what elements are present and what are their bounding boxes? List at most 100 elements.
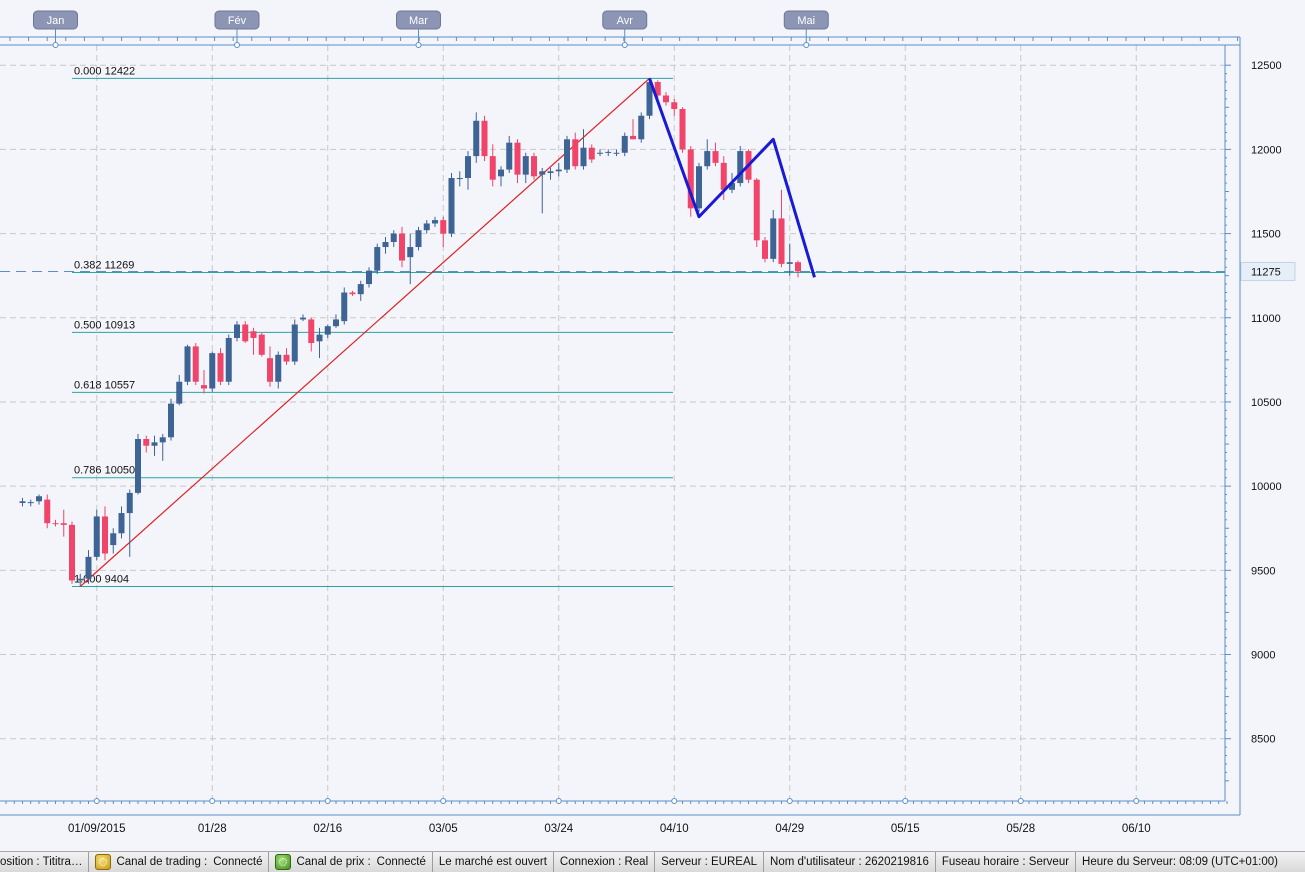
- candle-bearish[interactable]: [481, 115, 488, 162]
- candle-bearish[interactable]: [267, 346, 273, 387]
- candle-bullish[interactable]: [324, 324, 331, 338]
- candle-bearish[interactable]: [588, 144, 595, 163]
- candle-bullish[interactable]: [638, 112, 645, 143]
- candle-bullish[interactable]: [27, 499, 34, 507]
- candle-bullish[interactable]: [580, 129, 587, 170]
- candle-bullish[interactable]: [498, 166, 504, 187]
- candle-bearish[interactable]: [753, 178, 760, 248]
- price-channel-status[interactable]: Canal de prix : Connecté: [269, 852, 433, 872]
- candle-bullish[interactable]: [564, 135, 570, 173]
- candle-bullish[interactable]: [737, 146, 744, 187]
- candle-bearish[interactable]: [242, 321, 249, 344]
- candle-bullish[interactable]: [786, 243, 793, 276]
- candle-bearish[interactable]: [531, 152, 537, 180]
- candle-bullish[interactable]: [77, 573, 84, 587]
- candle-bearish[interactable]: [250, 327, 257, 355]
- candle-bearish[interactable]: [663, 92, 669, 106]
- candle-bearish[interactable]: [778, 189, 785, 268]
- candle-bullish[interactable]: [770, 210, 777, 263]
- candle-bullish[interactable]: [118, 506, 125, 539]
- candle-bullish[interactable]: [275, 351, 282, 389]
- candle-bullish[interactable]: [366, 267, 372, 288]
- candle-bearish[interactable]: [258, 332, 265, 357]
- candle-bullish[interactable]: [522, 152, 529, 184]
- candle-bullish[interactable]: [605, 149, 612, 157]
- candle-bullish[interactable]: [506, 135, 513, 173]
- candle-bearish[interactable]: [69, 521, 75, 584]
- candle-bearish[interactable]: [630, 119, 636, 140]
- candle-bullish[interactable]: [407, 233, 414, 285]
- candle-bearish[interactable]: [572, 132, 579, 170]
- candle-bullish[interactable]: [135, 433, 141, 495]
- candle-bullish[interactable]: [151, 435, 158, 456]
- candle-bearish[interactable]: [192, 343, 199, 386]
- candle-bullish[interactable]: [456, 171, 463, 187]
- zigzag-line[interactable]: [648, 77, 816, 278]
- candle-bullish[interactable]: [646, 78, 653, 120]
- candle-bullish[interactable]: [704, 139, 711, 170]
- candle-bullish[interactable]: [448, 172, 455, 237]
- candle-bearish[interactable]: [489, 144, 496, 187]
- candle-bearish[interactable]: [795, 260, 801, 278]
- candle-bullish[interactable]: [547, 167, 554, 180]
- candle-bearish[interactable]: [102, 506, 108, 561]
- candle-bullish[interactable]: [696, 162, 702, 212]
- candle-bullish[interactable]: [374, 243, 381, 274]
- candle-bearish[interactable]: [201, 369, 207, 394]
- candle-bearish[interactable]: [217, 348, 224, 386]
- candle-bullish[interactable]: [209, 351, 216, 392]
- candle-bullish[interactable]: [539, 167, 546, 214]
- candle-bullish[interactable]: [85, 550, 92, 584]
- candle-bullish[interactable]: [316, 327, 323, 359]
- trend-line[interactable]: [79, 77, 650, 587]
- candle-bullish[interactable]: [300, 314, 306, 322]
- candle-bullish[interactable]: [291, 319, 298, 365]
- candle-bullish[interactable]: [473, 112, 480, 163]
- candle-bearish[interactable]: [687, 146, 694, 217]
- candle-bearish[interactable]: [712, 142, 719, 167]
- candle-bearish[interactable]: [349, 290, 356, 296]
- candle-bearish[interactable]: [143, 435, 150, 453]
- candle-bullish[interactable]: [333, 314, 339, 328]
- candle-bearish[interactable]: [52, 519, 59, 527]
- candle-bullish[interactable]: [613, 149, 620, 157]
- candle-bullish[interactable]: [36, 494, 42, 505]
- candle-bearish[interactable]: [44, 494, 51, 529]
- chart-area[interactable]: 0.000 12422 0.382 11269 0.500 10913 0.618 1…: [0, 0, 1305, 850]
- trading-channel-status[interactable]: Canal de trading : Connecté: [89, 852, 270, 872]
- candle-bearish[interactable]: [60, 509, 67, 537]
- candle-bullish[interactable]: [465, 151, 471, 190]
- candle-bullish[interactable]: [93, 509, 100, 561]
- candle-bearish[interactable]: [762, 236, 768, 263]
- candle-bullish[interactable]: [159, 433, 166, 461]
- candle-bullish[interactable]: [621, 132, 628, 157]
- market-status: Le marché est ouvert: [433, 852, 554, 872]
- candle-bullish[interactable]: [341, 287, 348, 325]
- candle-bullish[interactable]: [432, 216, 438, 227]
- candle-bullish[interactable]: [110, 528, 117, 554]
- candle-bearish[interactable]: [308, 317, 315, 352]
- candle-bearish[interactable]: [283, 348, 290, 365]
- candle-bullish[interactable]: [390, 230, 397, 248]
- position-status[interactable]: osition : Tititra…: [0, 852, 90, 872]
- candle-bullish[interactable]: [357, 280, 364, 301]
- candle-bullish[interactable]: [184, 344, 191, 386]
- candle-bearish[interactable]: [514, 139, 521, 184]
- candle-bullish[interactable]: [168, 398, 174, 441]
- candle-bullish[interactable]: [382, 236, 389, 254]
- candle-bearish[interactable]: [671, 98, 678, 116]
- candle-bullish[interactable]: [555, 162, 562, 177]
- candle-bearish[interactable]: [654, 80, 661, 99]
- candle-bearish[interactable]: [399, 226, 405, 268]
- candle-bullish[interactable]: [225, 334, 232, 386]
- candlestick-chart[interactable]: 0.000 12422 0.382 11269 0.500 10913 0.618 1…: [0, 0, 1305, 850]
- candle-bearish[interactable]: [679, 107, 686, 153]
- candle-bullish[interactable]: [423, 220, 430, 234]
- candle-bullish[interactable]: [597, 149, 603, 157]
- candle-bearish[interactable]: [440, 216, 447, 248]
- candle-bullish[interactable]: [415, 226, 422, 251]
- candle-bullish[interactable]: [234, 321, 240, 342]
- candle-bullish[interactable]: [126, 489, 133, 557]
- candle-bullish[interactable]: [176, 375, 183, 406]
- candle-bullish[interactable]: [19, 497, 26, 507]
